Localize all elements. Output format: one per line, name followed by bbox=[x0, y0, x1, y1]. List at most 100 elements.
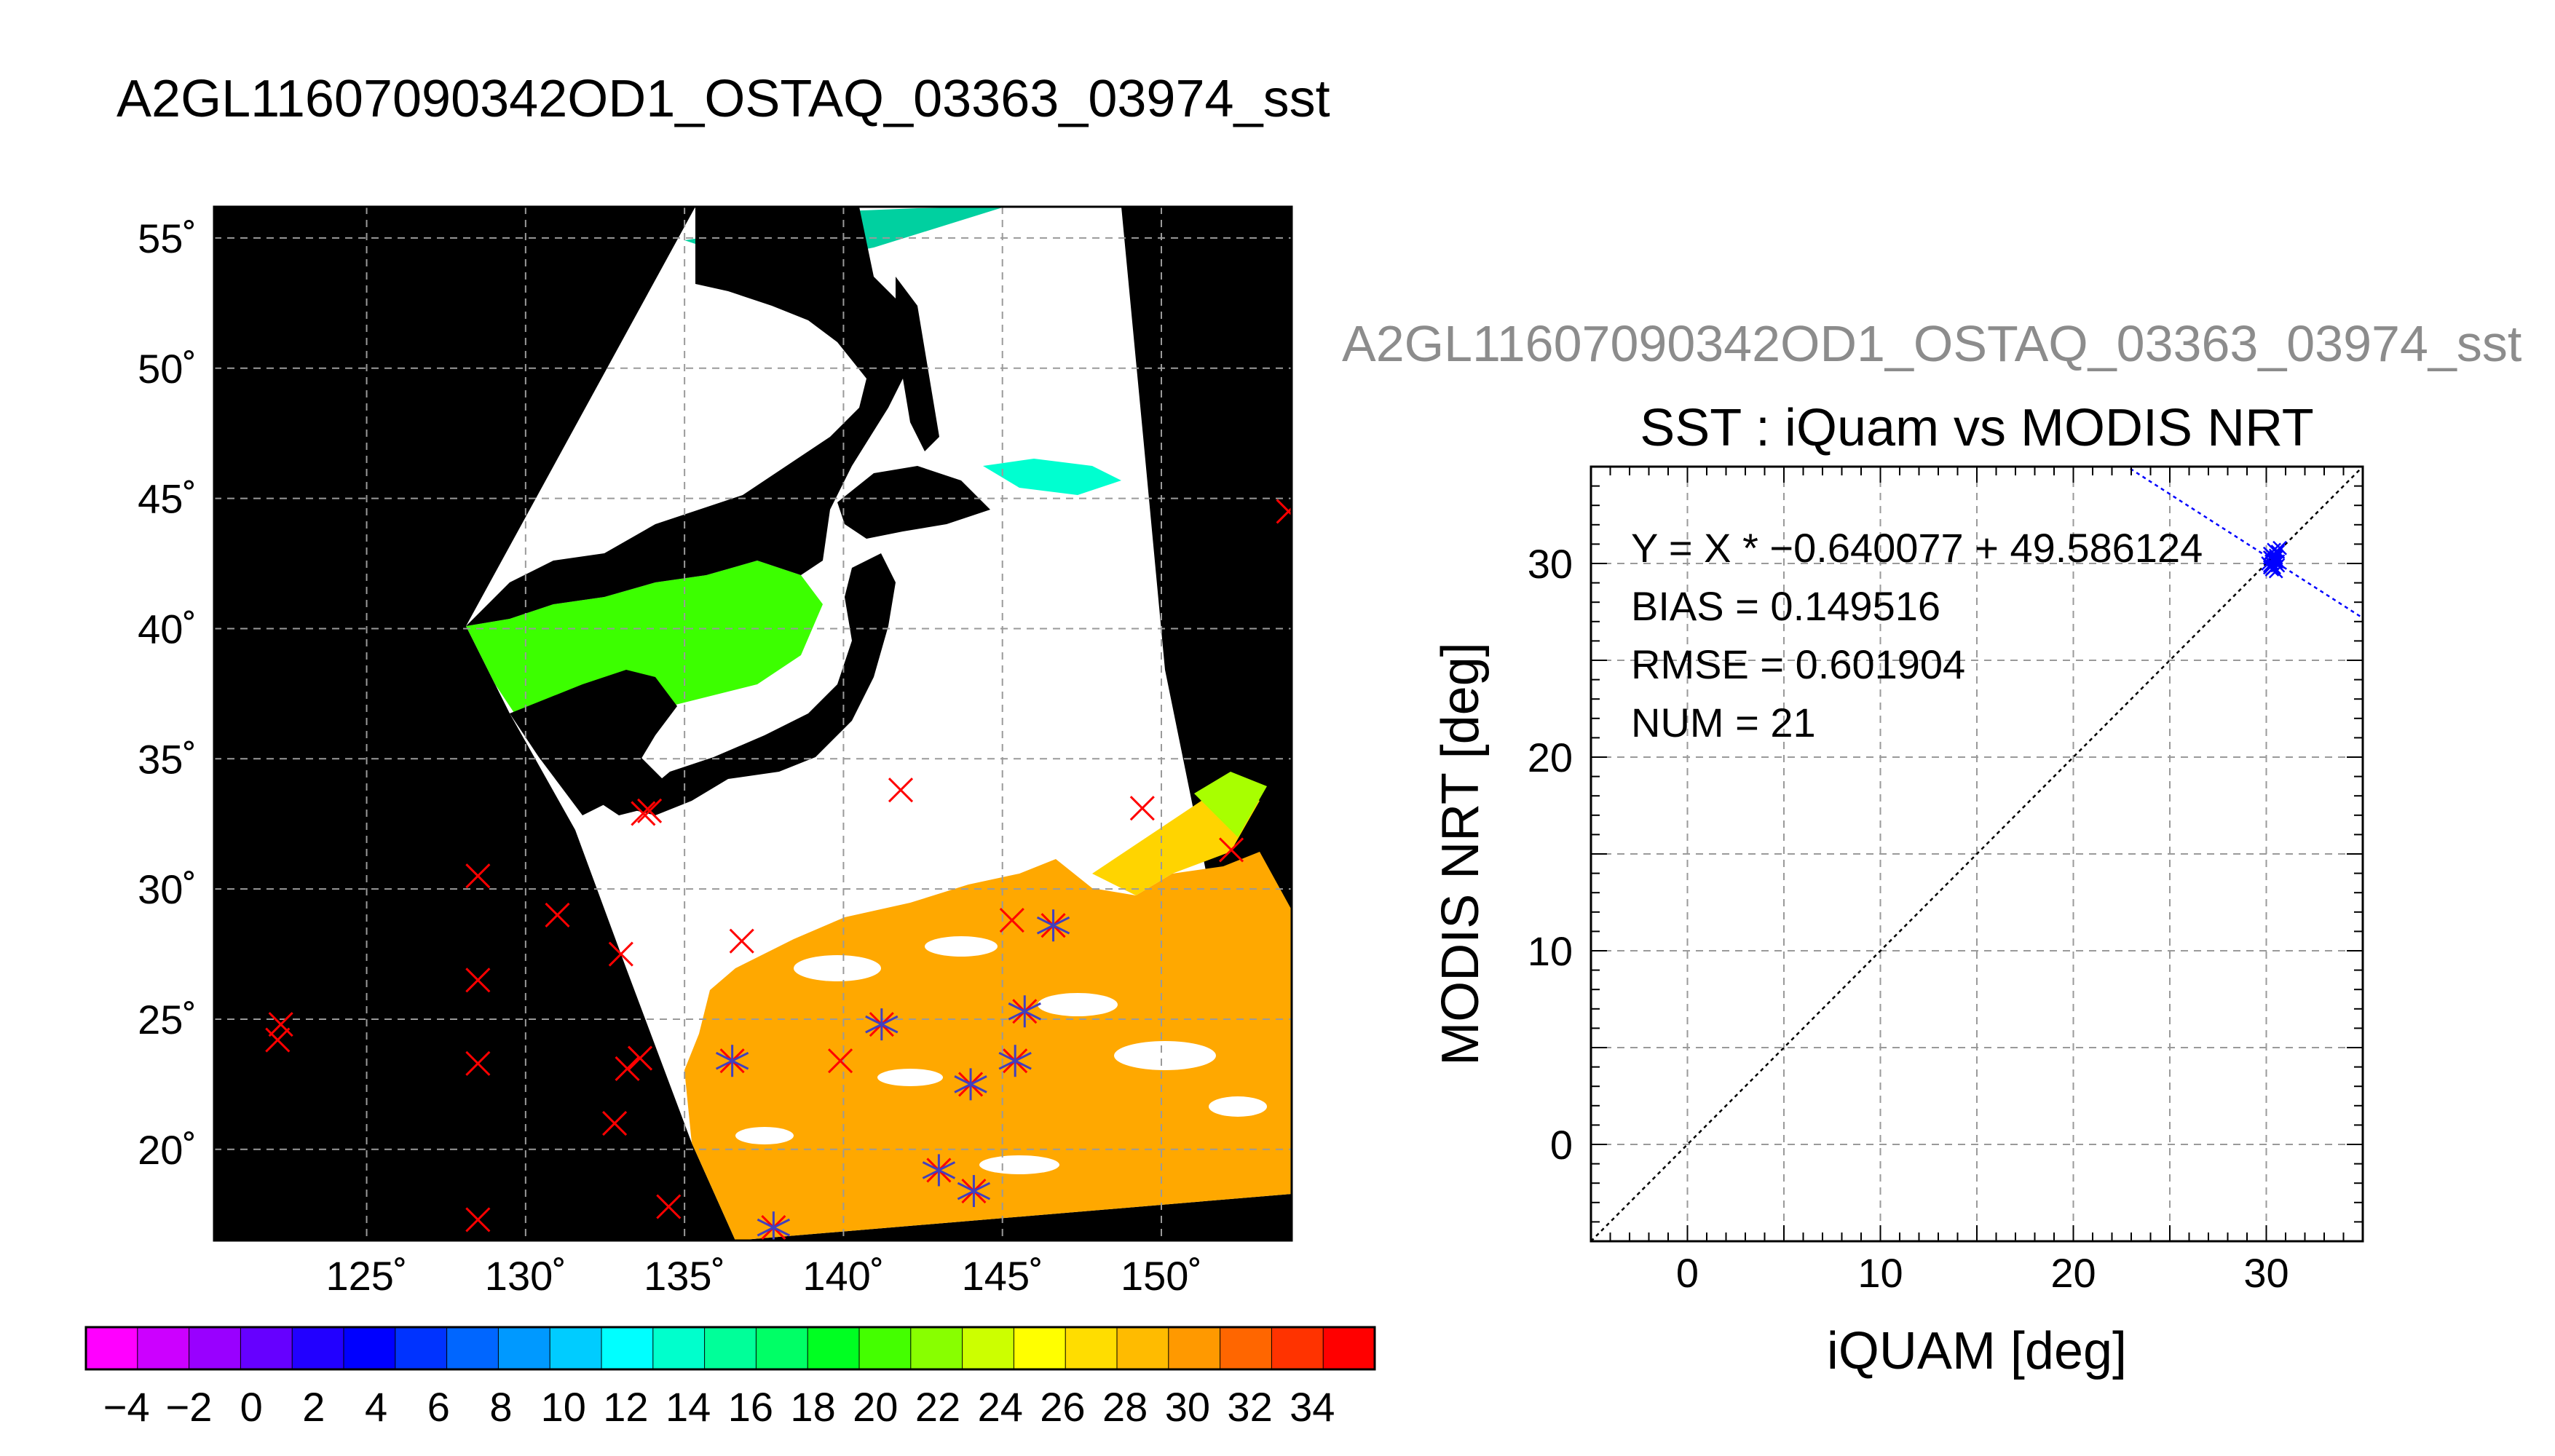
colorbar-tick-label: 30 bbox=[1165, 1384, 1210, 1430]
colorbar-tick-label: −2 bbox=[165, 1384, 212, 1430]
colorbar-tick-label: 34 bbox=[1290, 1384, 1335, 1430]
colorbar-tick-label: 24 bbox=[978, 1384, 1023, 1430]
map-lat-label: 30˚ bbox=[138, 866, 197, 912]
fit-line bbox=[2125, 467, 2363, 619]
sst-lime-region bbox=[1194, 772, 1267, 837]
colorbar-cell bbox=[343, 1326, 396, 1370]
scatter-point bbox=[2267, 554, 2281, 569]
stats-num: NUM = 21 bbox=[1631, 700, 1816, 745]
scatter-header: A2GL11607090342OD1_OSTAQ_03363_03974_sst bbox=[1342, 315, 2522, 372]
colorbar-tick-label: 4 bbox=[365, 1384, 387, 1430]
main-title: A2GL11607090342OD1_OSTAQ_03363_03974_sst bbox=[117, 70, 1330, 128]
buoy-x-marker bbox=[631, 801, 656, 826]
buoy-x-marker bbox=[827, 1048, 853, 1074]
buoy-x-marker bbox=[999, 907, 1024, 933]
map-lat-label: 50˚ bbox=[138, 346, 197, 392]
sst-warm-region bbox=[684, 852, 1292, 1241]
scatter-y-tick-label: 20 bbox=[1528, 735, 1573, 780]
buoy-x-marker bbox=[615, 1056, 640, 1081]
colorbar-cell bbox=[755, 1326, 809, 1370]
modis-star-marker bbox=[757, 1211, 791, 1241]
map-lon-label: 140˚ bbox=[802, 1253, 884, 1299]
buoy-x-marker bbox=[545, 902, 570, 927]
buoy-x-marker bbox=[265, 1027, 291, 1053]
stats-bias: BIAS = 0.149516 bbox=[1631, 583, 1940, 629]
buoy-x-marker bbox=[602, 1110, 628, 1136]
stats-fit: Y = X * −0.640077 + 49.586124 bbox=[1631, 525, 2203, 571]
modis-star-marker bbox=[954, 1068, 987, 1101]
colorbar-tick-label: 0 bbox=[240, 1384, 263, 1430]
buoy-x-marker bbox=[1218, 837, 1244, 863]
scatter-grid bbox=[1591, 467, 2363, 1241]
scatter-x-tick-label: 20 bbox=[2050, 1250, 2096, 1296]
buoy-x-marker bbox=[627, 1045, 653, 1071]
buoy-x-marker bbox=[465, 1051, 491, 1076]
map-frame bbox=[213, 205, 1293, 1242]
land-korea bbox=[510, 670, 677, 815]
scatter-ticks: 0 10 20 30 0 10 20 30 bbox=[1528, 466, 2364, 1296]
map-lat-label: 45˚ bbox=[138, 476, 197, 522]
colorbar-tick-label: 26 bbox=[1040, 1384, 1085, 1430]
modis-star-marker bbox=[1036, 909, 1070, 942]
map-lat-label: 55˚ bbox=[138, 215, 197, 261]
modis-star-marker bbox=[957, 1175, 991, 1208]
modis-star-marker bbox=[715, 1045, 749, 1077]
map-markers bbox=[265, 499, 1292, 1241]
buoy-x-marker bbox=[637, 798, 663, 823]
land-mainland bbox=[466, 207, 910, 626]
colorbar-cell bbox=[1220, 1326, 1273, 1370]
buoy-x-marker bbox=[1129, 796, 1155, 821]
map-lon-label: 125˚ bbox=[326, 1253, 408, 1299]
colorbar-frame bbox=[84, 1326, 1376, 1371]
map-lat-label: 40˚ bbox=[138, 606, 197, 652]
colorbar-tick-label: 12 bbox=[603, 1384, 648, 1430]
land-hokkaido bbox=[837, 466, 990, 539]
colorbar-tick-label: −4 bbox=[103, 1384, 150, 1430]
stats-rmse: RMSE = 0.601904 bbox=[1631, 641, 1965, 687]
map-lat-label: 35˚ bbox=[138, 736, 197, 782]
colorbar-cell bbox=[704, 1326, 757, 1370]
colorbar-tick-label: 28 bbox=[1102, 1384, 1148, 1430]
colorbar-tick-label: 16 bbox=[728, 1384, 773, 1430]
scatter-x-tick-label: 0 bbox=[1676, 1250, 1699, 1296]
colorbar-cell bbox=[1322, 1326, 1375, 1370]
colorbar-tick-label: 32 bbox=[1227, 1384, 1272, 1430]
colorbar-tick-label: 2 bbox=[302, 1384, 325, 1430]
map-grid bbox=[214, 207, 1292, 1241]
scatter-title: SST : iQuam vs MODIS NRT bbox=[1640, 399, 2314, 457]
scatter-points bbox=[2261, 540, 2287, 579]
modis-star-marker bbox=[998, 1045, 1032, 1077]
colorbar-cell bbox=[652, 1326, 706, 1370]
map-lon-label: 145˚ bbox=[962, 1253, 1043, 1299]
colorbar-cell bbox=[85, 1326, 138, 1370]
colorbar-cell bbox=[1065, 1326, 1118, 1370]
colorbar-cell bbox=[240, 1326, 293, 1370]
modis-star-marker bbox=[922, 1154, 956, 1187]
buoy-x-marker bbox=[608, 941, 633, 967]
colorbar-cell bbox=[497, 1326, 551, 1370]
colorbar-cell bbox=[446, 1326, 499, 1370]
x-axis-label: iQUAM [deg] bbox=[1827, 1322, 2127, 1380]
scatter-y-tick-label: 0 bbox=[1550, 1122, 1573, 1168]
identity-line bbox=[1591, 467, 2363, 1241]
buoy-x-marker bbox=[465, 968, 491, 993]
colorbar-tick-label: 14 bbox=[666, 1384, 711, 1430]
colorbar-cell bbox=[395, 1326, 448, 1370]
buoy-x-marker bbox=[268, 1012, 293, 1037]
scatter-y-tick-label: 10 bbox=[1528, 928, 1573, 974]
colorbar-tick-label: 18 bbox=[790, 1384, 835, 1430]
colorbar-cell bbox=[962, 1326, 1015, 1370]
buoy-x-marker bbox=[729, 928, 754, 954]
colorbar-tick-label: 6 bbox=[427, 1384, 450, 1430]
buoy-x-marker bbox=[465, 1207, 491, 1233]
land-sakhalin bbox=[896, 277, 939, 451]
buoy-x-marker bbox=[465, 863, 491, 889]
colorbar-tick-label: 10 bbox=[541, 1384, 586, 1430]
buoy-x-marker bbox=[1276, 499, 1292, 524]
colorbar-tick-label: 22 bbox=[915, 1384, 960, 1430]
colorbar-tick-label: 8 bbox=[489, 1384, 512, 1430]
y-axis-label: MODIS NRT [deg] bbox=[1431, 642, 1490, 1066]
map-axis-ticks: 125˚ 130˚ 135˚ 140˚ 145˚ 150˚ 55˚ 50˚ 45˚ 40˚ 35˚ 3… bbox=[138, 215, 1202, 1299]
map-lon-label: 135˚ bbox=[644, 1253, 725, 1299]
map-lon-label: 150˚ bbox=[1121, 1253, 1202, 1299]
